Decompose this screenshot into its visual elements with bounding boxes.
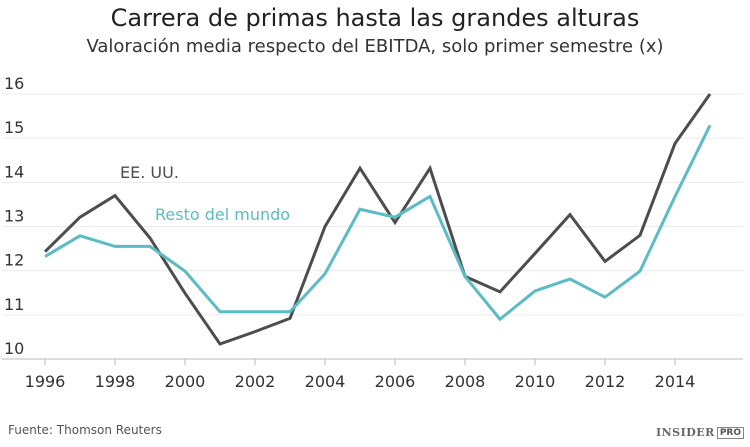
y-tick-label: 13 [4, 207, 24, 226]
x-tick-label: 2010 [515, 372, 556, 391]
chart-subtitle: Valoración media respecto del EBITDA, so… [86, 36, 664, 57]
y-tick-label: 11 [4, 295, 24, 314]
series-line-us [43, 93, 712, 346]
x-tick-label: 2000 [165, 372, 206, 391]
x-tick-label: 2004 [305, 372, 346, 391]
insider-pro-logo: INSIDER PRO [656, 426, 744, 439]
y-tick-label: 16 [4, 74, 24, 93]
logo-badge: PRO [716, 427, 744, 439]
x-tick-label: 2006 [375, 372, 416, 391]
series-label: Resto del mundo [155, 205, 290, 224]
chart-title: Carrera de primas hasta las grandes altu… [110, 4, 640, 32]
logo-text: INSIDER [655, 426, 715, 439]
series-label: EE. UU. [120, 163, 179, 182]
y-tick-label: 12 [4, 251, 24, 270]
x-tick-label: 2008 [445, 372, 486, 391]
x-tick-label: 2014 [655, 372, 696, 391]
y-tick-label: 10 [4, 339, 24, 358]
y-tick-label: 15 [4, 118, 24, 137]
series-line-rest-of-world [44, 124, 712, 322]
x-tick-label: 2012 [585, 372, 626, 391]
x-tick-label: 2002 [235, 372, 276, 391]
x-tick-label: 1998 [95, 372, 136, 391]
x-tick-label: 1996 [25, 372, 66, 391]
source-note: Fuente: Thomson Reuters [8, 423, 162, 437]
y-tick-label: 14 [4, 162, 24, 181]
